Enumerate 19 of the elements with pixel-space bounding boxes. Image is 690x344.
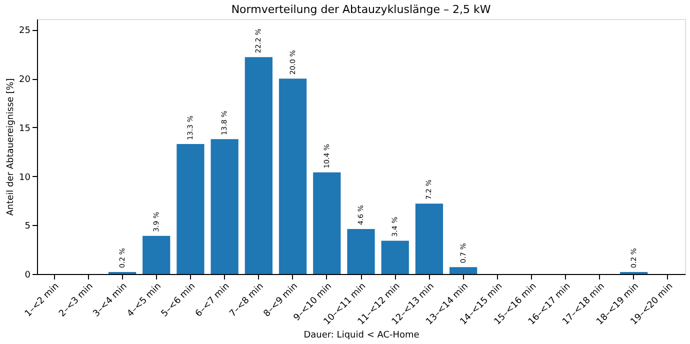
bar xyxy=(347,229,375,274)
chart-title: Normverteilung der Abtauzykluslänge – 2,5 kW xyxy=(231,3,491,16)
bar xyxy=(450,267,478,274)
bar xyxy=(313,172,341,274)
y-tick-label: 5 xyxy=(24,222,30,232)
y-tick-label: 25 xyxy=(19,26,30,36)
bar xyxy=(142,236,170,274)
y-tick-label: 20 xyxy=(19,75,31,86)
bar xyxy=(278,78,307,274)
bar xyxy=(176,144,204,274)
y-tick-label: 10 xyxy=(19,172,31,183)
bar xyxy=(381,240,409,274)
y-tick-label: 15 xyxy=(19,124,30,134)
bar xyxy=(244,57,272,274)
y-axis-title: Anteil der Abtauereignisse [%] xyxy=(6,78,16,216)
x-axis-title: Dauer: Liquid < AC-Home xyxy=(304,330,420,341)
y-tick-label: 0 xyxy=(24,270,31,280)
bar xyxy=(415,204,444,274)
bar xyxy=(210,139,238,274)
